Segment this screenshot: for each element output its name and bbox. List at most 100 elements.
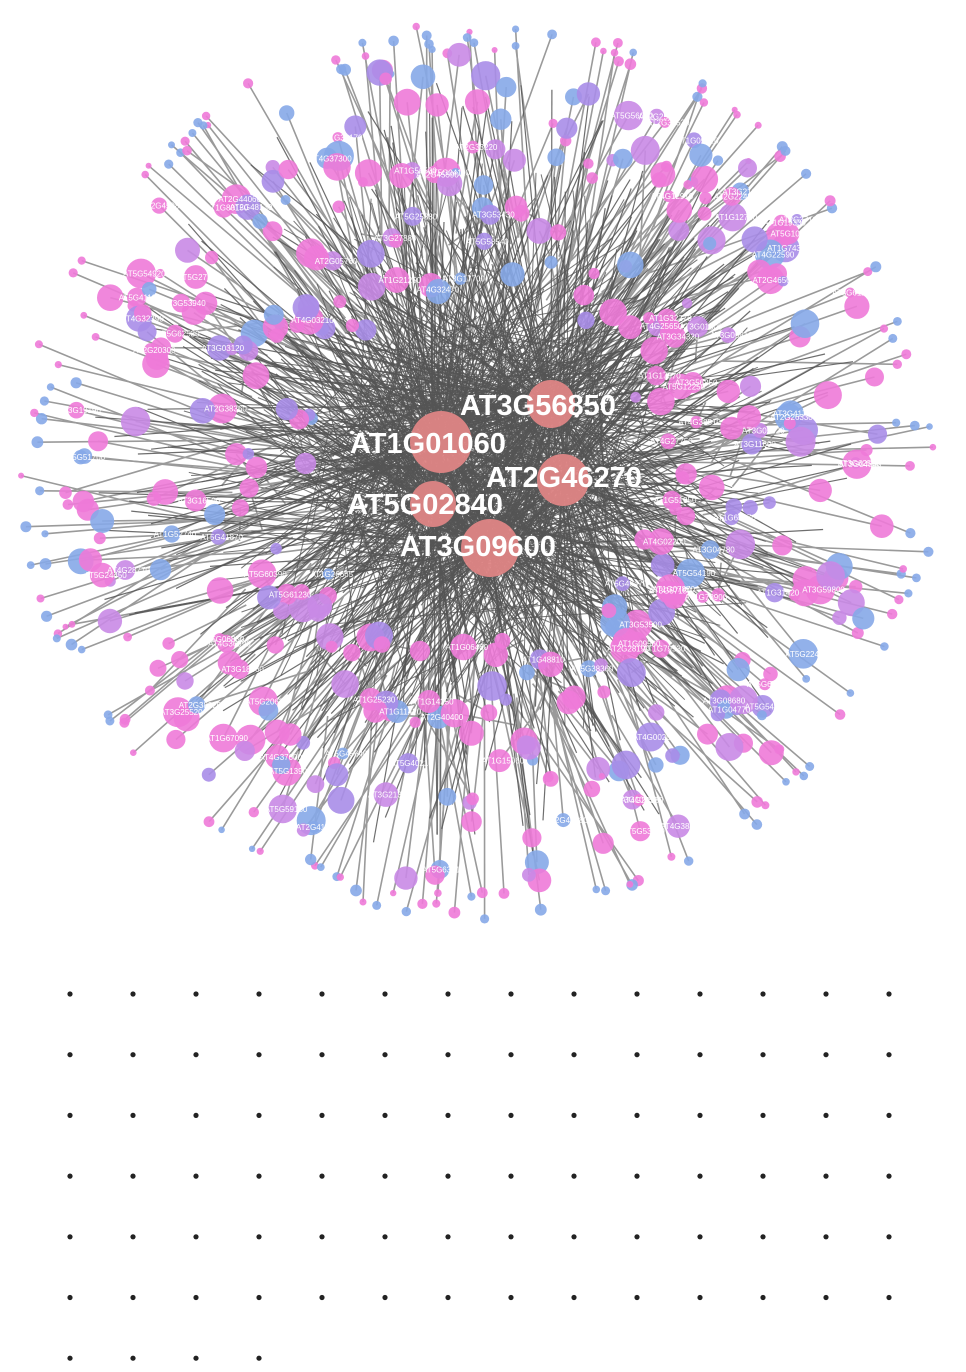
gene-node[interactable] — [201, 767, 216, 782]
gene-node[interactable] — [879, 324, 889, 333]
gene-node[interactable] — [239, 478, 259, 498]
gene-node[interactable] — [929, 443, 937, 451]
gene-node[interactable] — [243, 78, 254, 89]
gene-node[interactable] — [562, 685, 586, 710]
gene-node[interactable] — [120, 406, 151, 437]
gene-node[interactable] — [171, 651, 189, 669]
gene-node[interactable] — [39, 558, 52, 570]
gene-node[interactable] — [46, 383, 55, 391]
gene-node[interactable] — [201, 111, 211, 121]
gene-node[interactable] — [350, 884, 362, 897]
gene-node[interactable] — [741, 433, 763, 455]
gene-node[interactable] — [225, 443, 248, 466]
gene-node[interactable] — [231, 499, 249, 517]
gene-node[interactable] — [522, 868, 536, 882]
gene-node[interactable] — [88, 431, 109, 452]
gene-node[interactable] — [698, 79, 707, 88]
gene-node[interactable] — [436, 170, 463, 197]
gene-node[interactable] — [690, 415, 703, 429]
gene-node[interactable] — [403, 206, 423, 226]
gene-node[interactable] — [618, 315, 643, 340]
gene-node[interactable] — [548, 118, 558, 128]
gene-node[interactable] — [373, 636, 391, 653]
gene-node[interactable] — [716, 379, 740, 404]
gene-node[interactable] — [188, 129, 197, 137]
gene-node[interactable] — [166, 324, 184, 343]
gene-node[interactable] — [547, 148, 565, 167]
gene-node[interactable] — [97, 284, 124, 312]
gene-node[interactable] — [643, 312, 656, 325]
gene-node[interactable] — [331, 670, 359, 698]
gene-node[interactable] — [26, 561, 35, 569]
gene-node[interactable] — [247, 559, 277, 589]
gene-node[interactable] — [248, 845, 256, 852]
gene-node[interactable] — [772, 535, 793, 556]
gene-node[interactable] — [892, 359, 902, 369]
gene-node[interactable] — [68, 620, 76, 628]
gene-node[interactable] — [612, 628, 640, 655]
gene-node[interactable] — [454, 272, 467, 285]
gene-node[interactable] — [126, 258, 156, 289]
gene-node[interactable] — [358, 177, 368, 188]
gene-node[interactable] — [145, 162, 152, 169]
gene-node[interactable] — [777, 222, 800, 245]
gene-node[interactable] — [647, 528, 675, 555]
gene-node[interactable] — [68, 401, 85, 419]
gene-node[interactable] — [421, 30, 432, 41]
gene-node[interactable] — [576, 82, 601, 106]
gene-node[interactable] — [778, 276, 789, 287]
gene-node[interactable] — [689, 143, 713, 167]
gene-node[interactable] — [206, 335, 233, 361]
gene-node[interactable] — [34, 340, 43, 349]
gene-node[interactable] — [624, 58, 637, 70]
gene-node[interactable] — [189, 398, 216, 424]
gene-node[interactable] — [662, 190, 675, 203]
gene-node[interactable] — [580, 660, 598, 678]
gene-node[interactable] — [788, 589, 800, 601]
gene-node[interactable] — [632, 794, 645, 806]
gene-node[interactable] — [332, 200, 345, 213]
gene-node[interactable] — [592, 885, 601, 894]
gene-node[interactable] — [870, 514, 894, 538]
hub-node-at5g02840[interactable] — [410, 481, 456, 527]
gene-node[interactable] — [428, 45, 436, 54]
gene-node[interactable] — [668, 219, 690, 241]
gene-node[interactable] — [613, 148, 633, 169]
gene-node[interactable] — [491, 47, 498, 53]
gene-node[interactable] — [905, 461, 915, 471]
gene-node[interactable] — [458, 720, 484, 746]
gene-node[interactable] — [723, 510, 739, 526]
gene-node[interactable] — [893, 317, 902, 326]
gene-node[interactable] — [296, 823, 310, 837]
gene-node[interactable] — [344, 115, 367, 138]
gene-node[interactable] — [718, 202, 747, 232]
gene-node[interactable] — [648, 757, 664, 773]
gene-node[interactable] — [756, 710, 767, 721]
gene-node[interactable] — [725, 529, 756, 560]
gene-node[interactable] — [393, 88, 421, 116]
gene-node[interactable] — [659, 116, 671, 128]
gene-node[interactable] — [115, 560, 136, 580]
gene-node[interactable] — [646, 366, 666, 386]
gene-node[interactable] — [630, 135, 660, 165]
gene-node[interactable] — [475, 232, 493, 250]
gene-node[interactable] — [600, 47, 607, 55]
gene-node[interactable] — [912, 573, 921, 583]
gene-node[interactable] — [613, 38, 623, 48]
gene-node[interactable] — [648, 704, 665, 721]
gene-node[interactable] — [613, 100, 644, 131]
gene-node[interactable] — [204, 503, 226, 526]
gene-node[interactable] — [751, 819, 763, 830]
gene-node[interactable] — [62, 499, 74, 510]
gene-node[interactable] — [519, 664, 535, 681]
gene-node[interactable] — [556, 117, 578, 139]
gene-node[interactable] — [615, 576, 630, 592]
gene-node[interactable] — [322, 568, 335, 580]
gene-node[interactable] — [813, 381, 842, 410]
gene-node[interactable] — [309, 604, 327, 622]
gene-node[interactable] — [462, 33, 472, 42]
gene-node[interactable] — [651, 639, 670, 658]
gene-node[interactable] — [41, 530, 49, 538]
gene-node[interactable] — [59, 486, 72, 500]
gene-node[interactable] — [832, 610, 847, 625]
